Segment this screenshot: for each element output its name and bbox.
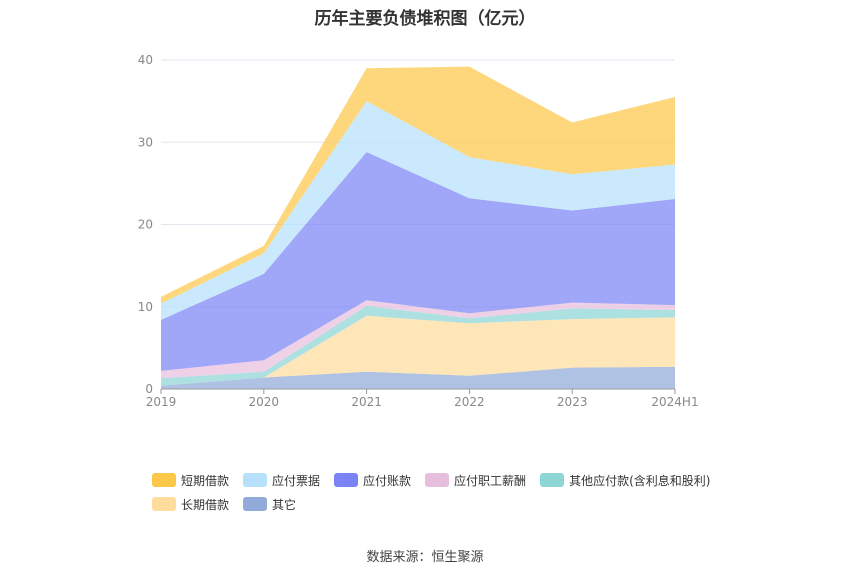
legend-label: 应付职工薪酬 [454,473,527,488]
legend-label: 短期借款 [181,473,230,488]
legend-item[interactable]: 应付职工薪酬 [425,472,526,488]
x-tick-label: 2020 [249,395,280,409]
legend-label: 其它 [272,497,297,512]
legend-swatch [152,473,176,487]
legend-item[interactable]: 应付账款 [334,472,411,488]
stacked-area-chart: 0 10 20 30 40 2019 2020 2021 2022 2023 2024H1 [138,53,699,409]
x-tick-label: 2023 [557,395,588,409]
legend-item[interactable]: 其他应付款(含利息和股利) [540,472,710,488]
legend-swatch [425,473,450,487]
x-tick-label: 2019 [146,395,177,409]
y-tick-label: 40 [138,53,153,67]
legend-item[interactable]: 短期借款 [152,472,229,488]
x-tick-label: 2022 [454,395,485,409]
area-series-5 [161,101,675,320]
legend-label: 应付票据 [272,473,321,488]
legend-label: 其他应付款(含利息和股利) [569,473,711,488]
legend-item[interactable]: 长期借款 [152,496,229,512]
x-tick-label: 2021 [351,395,382,409]
area-series-6 [161,66,675,304]
legend-swatch [243,473,268,487]
legend-label: 应付账款 [363,473,412,488]
legend-item[interactable]: 其它 [243,496,296,512]
legend-swatch [152,497,176,511]
x-tick-label: 2024H1 [651,395,698,409]
legend-item[interactable]: 应付票据 [243,472,320,488]
legend-label: 长期借款 [181,497,230,512]
data-source-note: 数据来源：恒生聚源 [366,550,484,565]
area-series-4 [161,152,675,371]
y-tick-label: 20 [138,218,153,232]
area-series-3 [161,300,675,379]
legend-swatch [243,497,268,511]
chart-title: 历年主要负债堆积图（亿元） [314,9,536,29]
area-series-2 [161,305,675,386]
y-tick-label: 0 [145,382,153,396]
area-series-0 [161,366,675,389]
chart-legend: 短期借款 应付票据 应付账款 应付职工薪酬 其他应付款(含利息和股利) 长期借款 其它 [152,472,752,512]
legend-swatch [334,473,359,487]
y-tick-label: 30 [138,135,153,149]
legend-swatch [540,473,565,487]
area-series-1 [161,315,675,386]
y-tick-label: 10 [138,300,153,314]
